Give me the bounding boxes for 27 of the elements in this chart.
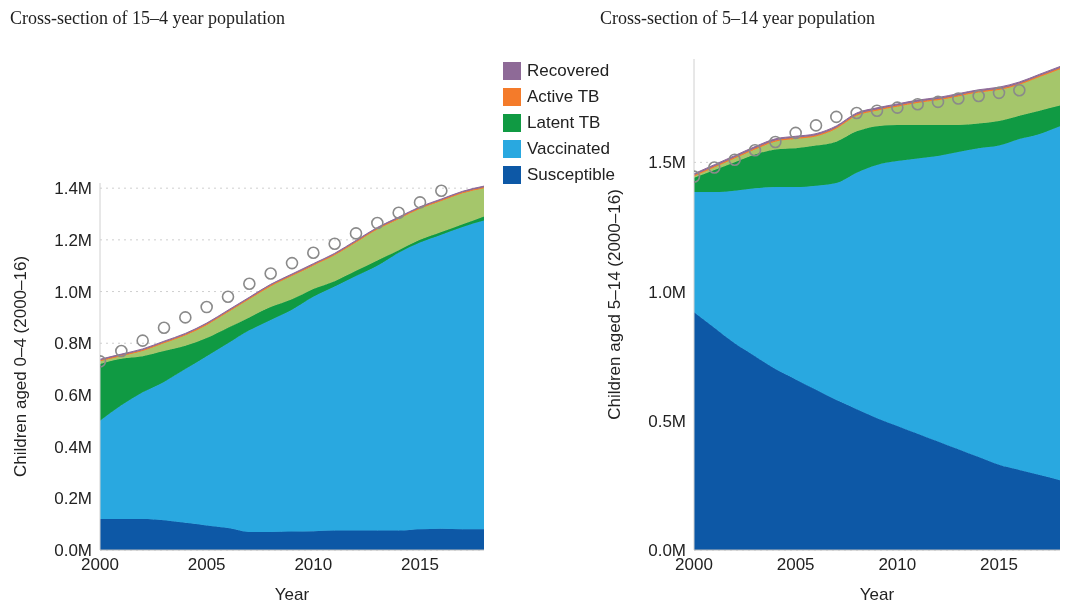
y-tick-label: 1.0M — [648, 282, 686, 302]
chart-title: Cross-section of 5–14 year population — [599, 8, 876, 30]
x-tick-label: 2005 — [187, 555, 226, 575]
chart-title: Cross-section of 15–4 year population — [9, 8, 286, 30]
y-tick-label: 0.5M — [648, 411, 686, 431]
y-tick-label: 1.0M — [54, 282, 92, 302]
legend-label: Susceptible — [527, 165, 615, 185]
y-tick-label: 1.4M — [54, 179, 92, 199]
legend-label: Latent TB — [527, 113, 601, 133]
x-tick-label: 2015 — [401, 555, 439, 575]
y-tick-label: 0.4M — [54, 437, 92, 457]
y-axis-title: Children aged 0–4 (2000–16) — [11, 255, 31, 478]
legend-label: Vaccinated — [527, 139, 610, 159]
y-tick-label: 0.8M — [54, 334, 92, 354]
y-axis-title: Children aged 5–14 (2000–16) — [605, 189, 625, 420]
y-tick-label: 1.5M — [648, 153, 686, 173]
y-tick-label: 0.6M — [54, 385, 92, 405]
legend-label: Recovered — [527, 61, 610, 81]
x-tick-label: 2010 — [294, 555, 333, 575]
legend-label: Active TB — [527, 87, 600, 107]
x-axis-title: Year — [859, 585, 895, 604]
x-axis-title: Year — [274, 585, 310, 604]
y-tick-label: 0.2M — [54, 489, 92, 509]
x-tick-label: 2005 — [776, 555, 815, 575]
x-tick-label: 2010 — [878, 555, 917, 575]
x-tick-label: 2015 — [980, 555, 1018, 575]
y-tick-label: 1.2M — [54, 230, 92, 250]
